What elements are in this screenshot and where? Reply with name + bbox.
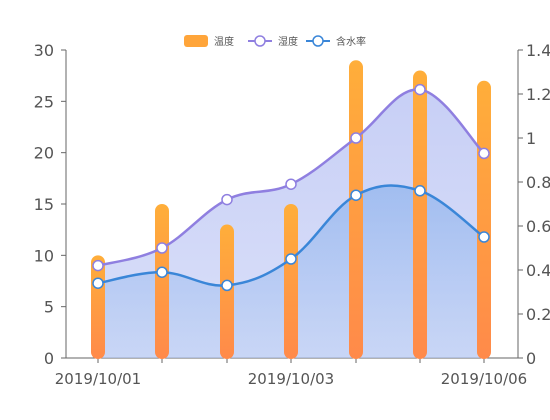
point-moisture[interactable] bbox=[414, 185, 426, 197]
legend-label: 含水率 bbox=[336, 35, 366, 48]
point-moisture[interactable] bbox=[92, 277, 104, 289]
point-moisture[interactable] bbox=[285, 253, 297, 265]
point-humidity[interactable] bbox=[414, 83, 426, 96]
legend-swatch-dot bbox=[312, 35, 324, 47]
right-y-tick-label: 1.2 bbox=[526, 85, 550, 104]
point-humidity[interactable] bbox=[478, 147, 490, 160]
legend-item-moisture[interactable]: 含水率 bbox=[306, 35, 366, 48]
right-y-tick-label: 1 bbox=[526, 129, 536, 148]
point-humidity[interactable] bbox=[350, 132, 362, 144]
bar-temperature[interactable] bbox=[220, 224, 234, 359]
x-tick-label: 2019/10/01 bbox=[55, 370, 141, 388]
legend-swatch-bar bbox=[184, 35, 208, 47]
left-y-tick-label: 25 bbox=[34, 92, 54, 111]
point-layer bbox=[92, 83, 490, 292]
right-y-tick-label: 0 bbox=[526, 349, 536, 368]
right-y-tick-label: 0.4 bbox=[526, 261, 550, 280]
point-humidity[interactable] bbox=[221, 193, 233, 206]
point-moisture[interactable] bbox=[350, 189, 362, 201]
legend-item-humidity[interactable]: 湿度 bbox=[248, 35, 298, 48]
left-y-tick-label: 5 bbox=[44, 298, 54, 317]
right-y-tick-label: 1.4 bbox=[526, 41, 550, 60]
legend[interactable]: 温度 湿度 含水率 bbox=[184, 35, 366, 48]
legend-label: 温度 bbox=[214, 35, 234, 48]
bar-temperature[interactable] bbox=[413, 70, 427, 360]
legend-label: 湿度 bbox=[278, 35, 298, 48]
right-y-tick-label: 0.8 bbox=[526, 173, 550, 192]
point-humidity[interactable] bbox=[92, 259, 104, 272]
bar-temperature[interactable] bbox=[284, 204, 298, 359]
legend-item-temperature[interactable]: 温度 bbox=[184, 35, 234, 48]
left-y-tick-label: 15 bbox=[34, 195, 54, 214]
point-humidity[interactable] bbox=[285, 178, 297, 190]
x-tick-label: 2019/10/03 bbox=[248, 370, 334, 388]
left-y-tick-label: 30 bbox=[34, 41, 54, 60]
axes-layer: 0 5 10 15 20 25 30 0 0.2 0.4 0.6 0.8 1 1.2 1.4 2019/10/… bbox=[34, 41, 550, 388]
x-tick-label: 2019/10/06 bbox=[441, 370, 527, 388]
bar-temperature[interactable] bbox=[477, 80, 491, 360]
point-moisture[interactable] bbox=[221, 279, 233, 292]
point-moisture[interactable] bbox=[156, 266, 168, 278]
left-y-tick-label: 20 bbox=[34, 144, 54, 163]
left-y-tick-label: 10 bbox=[34, 246, 54, 265]
right-y-tick-label: 0.6 bbox=[526, 217, 550, 236]
point-humidity[interactable] bbox=[156, 242, 168, 254]
legend-swatch-dot bbox=[254, 35, 266, 47]
bar-temperature[interactable] bbox=[349, 60, 363, 360]
left-y-tick-label: 0 bbox=[44, 349, 54, 368]
right-y-tick-label: 0.2 bbox=[526, 305, 550, 324]
bar-temperature[interactable] bbox=[155, 204, 169, 359]
point-moisture[interactable] bbox=[478, 231, 490, 243]
